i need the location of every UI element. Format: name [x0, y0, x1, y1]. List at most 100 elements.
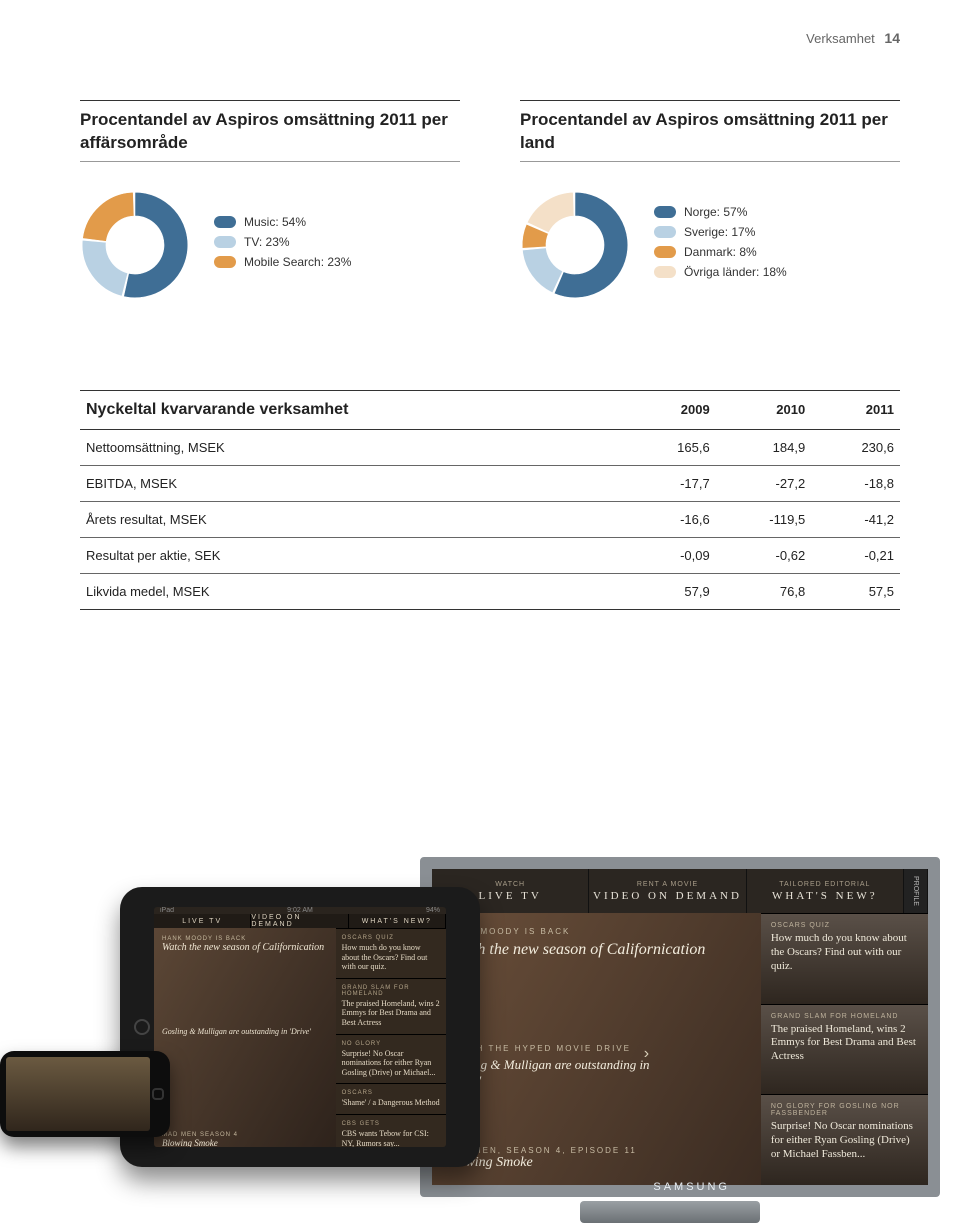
- legend-swatch: [654, 246, 676, 258]
- right-donut-chart: [520, 190, 630, 300]
- right-legend: Norge: 57% Sverige: 17% Danmark: 8% Övriga …: [654, 205, 787, 285]
- kpi-col-header: 2010: [716, 390, 811, 429]
- donut-slice: [527, 192, 574, 232]
- page-header: Verksamhet 14: [806, 30, 900, 46]
- row-label: Resultat per aktie, SEK: [80, 537, 627, 573]
- cell-value: -0,21: [811, 537, 900, 573]
- device-mockups: WATCHLIVE TVRENT A MOVIEVIDEO ON DEMANDT…: [0, 787, 960, 1227]
- tv-main-panel: EPG HANK MOODY IS BACK Watch the new sea…: [432, 913, 761, 1185]
- legend-swatch: [654, 226, 676, 238]
- cell-value: 165,6: [627, 429, 716, 465]
- cell-value: -18,8: [811, 465, 900, 501]
- tablet-mid-headline: Gosling & Mulligan are outstanding in 'D…: [162, 1027, 326, 1036]
- cell-value: 57,5: [811, 573, 900, 609]
- tablet-hero-headline: Watch the new season of Californication: [162, 942, 328, 953]
- donut-slice: [83, 192, 134, 241]
- tablet-nav-item[interactable]: LIVE TV: [154, 914, 251, 928]
- tablet-card[interactable]: GRAND SLAM FOR HOMELANDThe praised Homel…: [336, 978, 446, 1034]
- right-chart-block: Procentandel av Aspiros omsättning 2011 …: [520, 100, 900, 300]
- tv-hero-kicker: HANK MOODY IS BACK: [446, 927, 747, 936]
- legend-item: Music: 54%: [214, 215, 351, 229]
- cell-value: 76,8: [716, 573, 811, 609]
- left-chart-title: Procentandel av Aspiros omsättning 2011 …: [80, 100, 460, 162]
- cell-value: -0,09: [627, 537, 716, 573]
- left-legend: Music: 54% TV: 23% Mobile Search: 23%: [214, 215, 351, 275]
- legend-swatch: [214, 256, 236, 268]
- tv-nav-item[interactable]: TAILORED EDITORIALWHAT'S NEW?: [747, 869, 904, 913]
- tv-stand: [580, 1201, 760, 1223]
- cell-value: 57,9: [627, 573, 716, 609]
- legend-label: Övriga länder: 18%: [684, 265, 787, 279]
- table-row: Likvida medel, MSEK57,976,857,5: [80, 573, 900, 609]
- tablet-status-time: 9:02 AM: [287, 907, 313, 914]
- cell-value: -27,2: [716, 465, 811, 501]
- table-row: EBITDA, MSEK-17,7-27,2-18,8: [80, 465, 900, 501]
- tv-card[interactable]: NO GLORY FOR GOSLING NOR FASSBENDERSurpr…: [761, 1094, 928, 1185]
- tablet-main-panel: HANK MOODY IS BACK Watch the new season …: [154, 928, 336, 1147]
- kpi-col-header: 2009: [627, 390, 716, 429]
- kpi-title: Nyckeltal kvarvarande verksamhet: [80, 390, 627, 429]
- tablet-card[interactable]: CBS GETSCBS wants Tebow for CSI: NY, Rum…: [336, 1114, 446, 1147]
- kpi-table: Nyckeltal kvarvarande verksamhet20092010…: [80, 390, 900, 610]
- cell-value: 230,6: [811, 429, 900, 465]
- legend-swatch: [654, 266, 676, 278]
- tablet-mockup: iPad 9:02 AM 94% LIVE TVVIDEO ON DEMANDW…: [120, 887, 480, 1167]
- legend-label: Music: 54%: [244, 215, 306, 229]
- kpi-col-header: 2011: [811, 390, 900, 429]
- phone-home-button[interactable]: [152, 1088, 164, 1100]
- tablet-card[interactable]: NO GLORYSurprise! No Oscar nominations f…: [336, 1034, 446, 1084]
- row-label: Årets resultat, MSEK: [80, 501, 627, 537]
- phone-mockup: [0, 1051, 170, 1137]
- legend-item: Sverige: 17%: [654, 225, 787, 239]
- tablet-status-battery: 94%: [426, 907, 440, 914]
- cell-value: -119,5: [716, 501, 811, 537]
- left-chart-block: Procentandel av Aspiros omsättning 2011 …: [80, 100, 460, 300]
- table-row: Resultat per aktie, SEK-0,09-0,62-0,21: [80, 537, 900, 573]
- left-donut-chart: [80, 190, 190, 300]
- right-chart-title: Procentandel av Aspiros omsättning 2011 …: [520, 100, 900, 162]
- legend-label: TV: 23%: [244, 235, 290, 249]
- kpi-header-row: Nyckeltal kvarvarande verksamhet20092010…: [80, 390, 900, 429]
- cell-value: -0,62: [716, 537, 811, 573]
- legend-label: Mobile Search: 23%: [244, 255, 351, 269]
- table-row: Nettoomsättning, MSEK165,6184,9230,6: [80, 429, 900, 465]
- phone-screen: [6, 1057, 150, 1131]
- cell-value: -41,2: [811, 501, 900, 537]
- tv-arrow-right-icon[interactable]: ›: [644, 1045, 649, 1063]
- tv-profile-tab[interactable]: PROFILE: [904, 869, 928, 913]
- section-label: Verksamhet: [806, 31, 875, 46]
- legend-label: Danmark: 8%: [684, 245, 757, 259]
- cell-value: -17,7: [627, 465, 716, 501]
- legend-label: Norge: 57%: [684, 205, 747, 219]
- legend-item: Övriga länder: 18%: [654, 265, 787, 279]
- row-label: EBITDA, MSEK: [80, 465, 627, 501]
- row-label: Nettoomsättning, MSEK: [80, 429, 627, 465]
- donut-slice: [82, 240, 128, 296]
- tv-foot-kicker: MAD MEN, SEASON 4, EPISODE 11: [446, 1146, 747, 1155]
- donut-slice: [522, 248, 562, 293]
- tv-side-cards: OSCARS QUIZHow much do you know about th…: [761, 913, 928, 1185]
- legend-swatch: [654, 206, 676, 218]
- tablet-nav-item[interactable]: WHAT'S NEW?: [349, 914, 446, 928]
- row-label: Likvida medel, MSEK: [80, 573, 627, 609]
- tv-brand-label: SAMSUNG: [653, 1181, 730, 1193]
- legend-swatch: [214, 216, 236, 228]
- kpi-body: Nettoomsättning, MSEK165,6184,9230,6EBIT…: [80, 429, 900, 609]
- tv-mockup: WATCHLIVE TVRENT A MOVIEVIDEO ON DEMANDT…: [420, 857, 940, 1197]
- tablet-home-button[interactable]: [134, 1019, 150, 1035]
- tv-foot-headline: Blowing Smoke: [446, 1155, 747, 1171]
- tv-nav: WATCHLIVE TVRENT A MOVIEVIDEO ON DEMANDT…: [432, 869, 928, 913]
- legend-item: Danmark: 8%: [654, 245, 787, 259]
- legend-swatch: [214, 236, 236, 248]
- tv-nav-item[interactable]: RENT A MOVIEVIDEO ON DEMAND: [589, 869, 746, 913]
- tablet-card[interactable]: OSCARS QUIZHow much do you know about th…: [336, 928, 446, 978]
- tv-card[interactable]: OSCARS QUIZHow much do you know about th…: [761, 913, 928, 1004]
- table-row: Årets resultat, MSEK-16,6-119,5-41,2: [80, 501, 900, 537]
- legend-item: Mobile Search: 23%: [214, 255, 351, 269]
- tablet-card[interactable]: OSCARS'Shame' / a Dangerous Method: [336, 1083, 446, 1114]
- cell-value: -16,6: [627, 501, 716, 537]
- tv-card[interactable]: GRAND SLAM FOR HOMELANDThe praised Homel…: [761, 1004, 928, 1095]
- tablet-nav-item[interactable]: VIDEO ON DEMAND: [251, 914, 348, 928]
- legend-label: Sverige: 17%: [684, 225, 755, 239]
- tablet-foot-headline: Blowing Smoke: [162, 1138, 238, 1147]
